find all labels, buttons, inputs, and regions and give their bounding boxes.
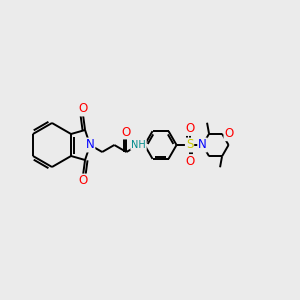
Text: N: N <box>198 139 207 152</box>
Text: S: S <box>186 139 193 152</box>
Text: O: O <box>78 103 88 116</box>
Text: O: O <box>224 127 234 140</box>
Text: O: O <box>185 155 194 168</box>
Text: N: N <box>86 139 94 152</box>
Text: O: O <box>78 175 88 188</box>
Text: O: O <box>122 125 131 139</box>
Text: O: O <box>185 122 194 135</box>
Text: NH: NH <box>131 140 146 150</box>
